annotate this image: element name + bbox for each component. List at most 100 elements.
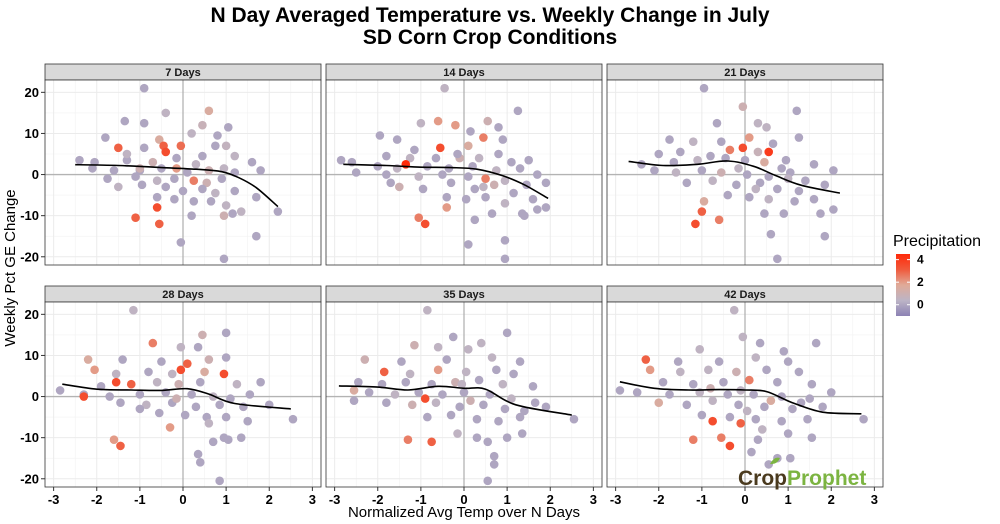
x-tick-label: 3 bbox=[590, 492, 597, 507]
data-point bbox=[712, 118, 722, 128]
data-point bbox=[704, 365, 713, 375]
cropprophet-logo: CropProphet bbox=[738, 457, 866, 490]
data-point bbox=[154, 408, 164, 418]
data-point bbox=[650, 166, 659, 175]
data-point bbox=[152, 203, 162, 212]
x-tick-label: -2 bbox=[91, 492, 103, 507]
data-point bbox=[440, 83, 449, 93]
data-point bbox=[816, 209, 825, 218]
data-point bbox=[829, 166, 838, 175]
data-point bbox=[753, 435, 763, 445]
data-point bbox=[431, 153, 441, 163]
x-tick-label: 3 bbox=[309, 492, 316, 507]
data-point bbox=[135, 164, 145, 173]
data-point bbox=[764, 147, 774, 157]
data-point bbox=[451, 377, 460, 387]
data-point bbox=[152, 377, 162, 387]
y-axis: -20 -10 0 10 20 -20 -10 0 10 20 bbox=[20, 85, 45, 486]
data-point bbox=[215, 400, 224, 410]
data-point bbox=[716, 137, 726, 146]
data-point bbox=[742, 170, 752, 179]
data-point bbox=[414, 388, 424, 397]
data-point bbox=[472, 433, 482, 442]
data-point bbox=[405, 153, 415, 163]
data-point bbox=[783, 357, 793, 366]
data-point bbox=[515, 164, 525, 173]
facet-panel: 7 Days bbox=[44, 63, 322, 266]
data-point bbox=[180, 410, 190, 420]
data-point bbox=[139, 118, 149, 128]
facet-strip-label: 21 Days bbox=[724, 67, 766, 79]
data-point bbox=[349, 396, 359, 405]
data-point bbox=[161, 147, 171, 157]
data-point bbox=[466, 127, 475, 136]
data-point bbox=[494, 149, 503, 159]
data-point bbox=[202, 178, 212, 188]
data-point bbox=[375, 131, 385, 140]
data-point bbox=[464, 172, 473, 181]
data-point bbox=[457, 379, 467, 389]
data-point bbox=[479, 133, 488, 142]
data-point bbox=[433, 365, 443, 375]
data-point bbox=[753, 147, 763, 157]
y-tick-label: -10 bbox=[20, 208, 39, 223]
data-point bbox=[714, 215, 724, 225]
data-point bbox=[176, 365, 186, 375]
data-point bbox=[807, 379, 817, 389]
data-point bbox=[513, 106, 523, 116]
data-point bbox=[161, 182, 171, 192]
data-point bbox=[247, 157, 257, 167]
data-point bbox=[420, 219, 430, 229]
data-point bbox=[206, 196, 216, 206]
data-point bbox=[288, 414, 298, 424]
x-tick-label: -2 bbox=[372, 492, 384, 507]
data-point bbox=[665, 390, 674, 399]
data-point bbox=[464, 141, 473, 151]
data-point bbox=[226, 394, 235, 403]
x-tick-label: 1 bbox=[504, 492, 511, 507]
data-point bbox=[418, 184, 428, 194]
data-point bbox=[79, 392, 89, 401]
data-point bbox=[706, 384, 715, 393]
facet-strip-label: 28 Days bbox=[162, 289, 204, 301]
data-point bbox=[455, 402, 464, 412]
data-point bbox=[682, 400, 692, 410]
data-point bbox=[215, 476, 224, 486]
data-point bbox=[507, 157, 516, 167]
facet-strip-label: 35 Days bbox=[443, 289, 485, 301]
y-tick-label: 10 bbox=[25, 126, 39, 141]
data-point bbox=[764, 194, 774, 204]
data-point bbox=[373, 162, 383, 171]
data-point bbox=[500, 254, 510, 264]
data-point bbox=[779, 209, 789, 218]
data-point bbox=[673, 357, 683, 366]
x-tick-label: -2 bbox=[653, 492, 665, 507]
data-point bbox=[762, 122, 771, 132]
data-point bbox=[489, 180, 499, 190]
data-point bbox=[414, 172, 424, 181]
data-point bbox=[187, 129, 196, 138]
data-point bbox=[533, 205, 542, 214]
data-point bbox=[111, 369, 121, 379]
facet-panel: 42 Days bbox=[606, 285, 884, 488]
data-point bbox=[195, 377, 205, 387]
data-point bbox=[699, 83, 709, 93]
data-point bbox=[221, 201, 231, 210]
data-point bbox=[382, 398, 391, 408]
data-point bbox=[483, 116, 493, 126]
data-point bbox=[500, 176, 510, 186]
data-point bbox=[470, 215, 480, 225]
data-point bbox=[154, 135, 164, 144]
data-point bbox=[219, 369, 229, 379]
data-point bbox=[474, 153, 484, 163]
data-point bbox=[152, 176, 162, 186]
data-point bbox=[427, 437, 436, 447]
data-point bbox=[187, 390, 196, 399]
data-point bbox=[645, 365, 655, 375]
data-point bbox=[392, 135, 402, 144]
data-point bbox=[131, 172, 140, 181]
data-point bbox=[757, 425, 767, 434]
legend-tick-label: 0 bbox=[917, 298, 924, 312]
data-point bbox=[451, 120, 460, 130]
data-point bbox=[382, 170, 391, 179]
